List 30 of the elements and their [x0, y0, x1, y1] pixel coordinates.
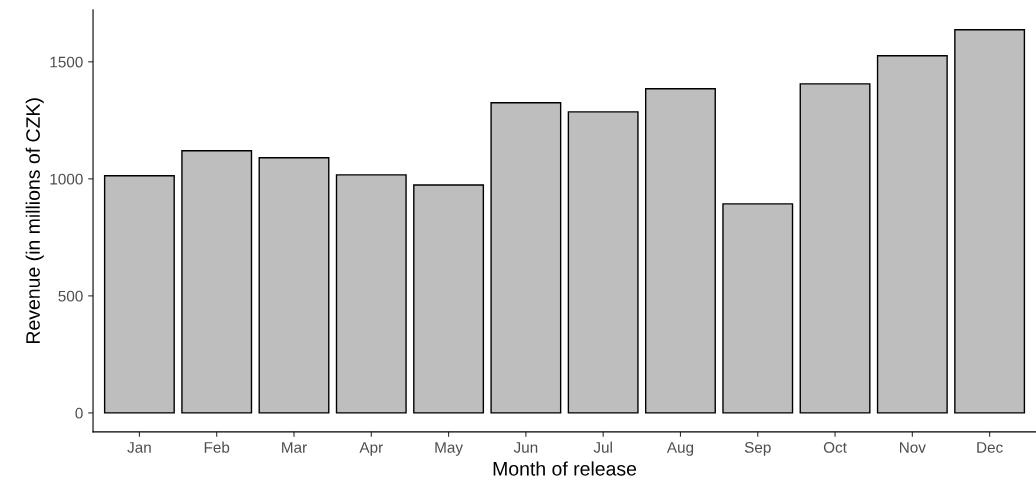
bar — [181, 150, 253, 414]
bar — [335, 174, 407, 414]
x-tick-label: Mar — [282, 442, 307, 453]
x-tick-label: Jun — [513, 442, 538, 453]
bar — [722, 203, 794, 414]
bar — [644, 88, 716, 414]
x-tick-label: Dec — [977, 442, 1003, 453]
x-axis-title: Month of release — [493, 461, 637, 476]
x-tick-label: Sep — [744, 441, 771, 456]
y-tick-label: 1000 — [50, 173, 83, 185]
bar — [413, 184, 485, 414]
bar — [876, 55, 948, 414]
x-tick-label: Oct — [823, 441, 847, 453]
x-tick-label: May — [435, 442, 463, 456]
y-tick-label: 500 — [58, 290, 83, 302]
x-tick-label: Feb — [204, 441, 230, 453]
bar — [954, 29, 1026, 414]
x-tick-label: Aug — [666, 442, 694, 456]
x-tick-label: Jul — [593, 441, 612, 453]
x-tick-label: Jan — [127, 442, 151, 453]
x-tick-label: Nov — [900, 442, 926, 453]
bar — [490, 102, 562, 414]
y-axis-title: Revenue (in millions of CZK) — [25, 98, 44, 343]
bar — [103, 175, 175, 414]
bar — [258, 157, 330, 414]
x-tick-label: Apr — [359, 442, 383, 456]
y-tick-label: 1500 — [50, 56, 83, 68]
bar — [567, 111, 639, 414]
y-tick-label: 0 — [75, 407, 83, 419]
bar — [799, 83, 871, 414]
